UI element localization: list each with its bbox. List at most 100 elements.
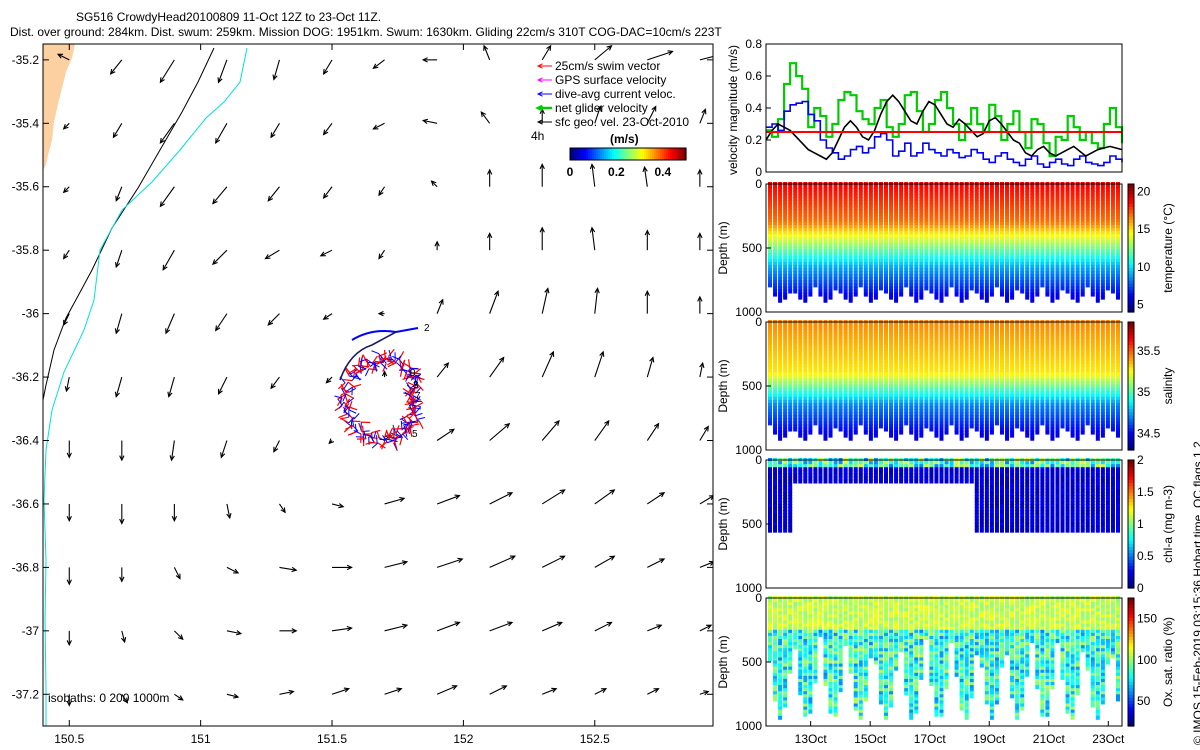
section-marker — [939, 280, 944, 285]
section-marker — [964, 406, 969, 411]
section-marker — [803, 350, 808, 355]
section-marker — [934, 381, 939, 386]
section-marker — [949, 185, 954, 190]
section-marker — [1055, 200, 1060, 205]
section-marker — [1020, 258, 1025, 263]
legend-arrow-head — [536, 119, 543, 125]
section-marker — [974, 231, 979, 236]
geo-velocity-vector — [431, 180, 438, 188]
section-marker — [1010, 209, 1015, 214]
section-marker — [783, 271, 788, 276]
section-marker — [1105, 271, 1110, 276]
section-marker — [828, 353, 833, 358]
section-marker — [1005, 277, 1010, 282]
section-marker — [949, 326, 954, 331]
section-marker — [989, 249, 994, 254]
section-marker — [969, 332, 974, 337]
section-marker — [1000, 197, 1004, 202]
section-marker — [863, 415, 868, 420]
section-marker — [1070, 237, 1075, 242]
section-marker — [1080, 234, 1085, 239]
section-marker — [954, 338, 959, 343]
section-marker — [823, 344, 828, 349]
section-marker — [979, 252, 984, 257]
section-marker — [788, 243, 793, 248]
section-marker — [914, 215, 919, 220]
section-marker — [1085, 212, 1090, 217]
section-marker — [969, 197, 974, 202]
x-tick-label: 151.5 — [317, 732, 347, 746]
geo-velocity-vector-head — [322, 129, 329, 136]
section-marker — [788, 261, 793, 266]
section-marker — [884, 268, 888, 273]
section-marker — [969, 326, 974, 331]
section-marker — [1110, 237, 1115, 242]
section-marker — [1080, 252, 1085, 257]
section-marker — [884, 261, 888, 266]
section-marker — [969, 372, 974, 377]
dac-vector — [367, 359, 375, 366]
section-marker — [884, 197, 888, 202]
section-marker — [823, 335, 828, 340]
section-marker — [924, 323, 929, 328]
section-marker — [1025, 218, 1030, 223]
section-marker — [853, 194, 858, 199]
section-marker — [979, 258, 984, 263]
section-marker — [868, 194, 873, 199]
legend-entry: sfc geo. vel. 23-Oct-2010 — [555, 115, 689, 129]
section-marker — [1030, 228, 1035, 233]
legend-arrow-head — [535, 104, 544, 112]
section-marker — [823, 261, 828, 266]
section-marker — [1035, 271, 1040, 276]
section-marker — [1110, 215, 1115, 220]
section-marker — [1070, 283, 1075, 288]
section-marker — [884, 255, 888, 260]
section-marker — [904, 258, 909, 263]
section-marker — [863, 332, 868, 337]
section-marker — [1105, 237, 1110, 242]
geo-velocity-vector — [273, 59, 280, 80]
section-marker — [974, 409, 979, 414]
section-marker — [969, 228, 974, 233]
section-marker — [1095, 243, 1100, 248]
geo-velocity-vector-head — [64, 386, 70, 393]
colorbar-cell — [666, 148, 669, 160]
section-marker — [793, 335, 798, 340]
section-marker — [878, 221, 883, 226]
section-marker — [798, 335, 803, 340]
section-marker — [818, 194, 823, 199]
section-marker — [1065, 225, 1070, 230]
section-marker — [894, 258, 899, 263]
section-marker — [919, 246, 924, 251]
section-marker — [909, 255, 914, 260]
x-tick-label: 152.5 — [580, 732, 610, 746]
section-marker — [1040, 268, 1045, 273]
section-marker — [984, 206, 989, 211]
section-marker — [1116, 212, 1120, 217]
section-marker — [818, 240, 823, 245]
section-marker — [944, 326, 949, 331]
section-marker — [899, 412, 904, 417]
section-marker — [974, 280, 979, 285]
swim-vector — [387, 362, 397, 368]
section-marker — [833, 347, 838, 352]
section-marker — [974, 215, 979, 220]
section-marker — [813, 335, 818, 340]
colorbar-cell — [1128, 280, 1134, 284]
section-marker — [1085, 206, 1090, 211]
section-marker — [858, 243, 863, 248]
geo-velocity-vector-head — [215, 325, 221, 332]
section-marker — [939, 286, 944, 291]
section-marker — [813, 366, 818, 371]
section-marker — [838, 237, 843, 242]
swim-vector — [404, 403, 414, 406]
section-marker — [1045, 191, 1050, 196]
section-marker — [979, 406, 984, 411]
section-marker — [1116, 234, 1120, 239]
section-marker — [914, 402, 919, 407]
section-marker — [863, 191, 868, 196]
section-marker — [1060, 274, 1065, 279]
section-marker — [833, 268, 838, 273]
section-marker — [984, 277, 989, 282]
section-marker — [1045, 252, 1050, 257]
